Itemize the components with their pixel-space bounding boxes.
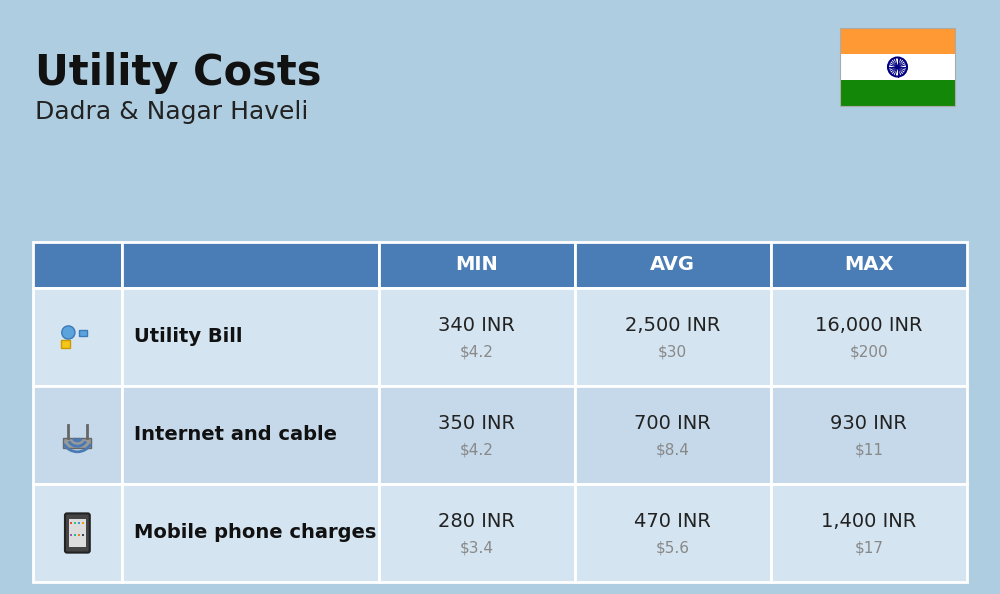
- Text: $17: $17: [854, 540, 883, 555]
- Bar: [379, 242, 575, 288]
- Bar: [69, 519, 86, 548]
- Text: 1,400 INR: 1,400 INR: [821, 512, 917, 531]
- Text: MAX: MAX: [844, 255, 894, 274]
- Bar: [840, 54, 955, 80]
- Bar: [78, 534, 80, 536]
- Bar: [70, 522, 72, 524]
- Text: $4.2: $4.2: [460, 344, 494, 359]
- Bar: [771, 386, 967, 484]
- Circle shape: [62, 326, 75, 339]
- Bar: [379, 484, 575, 582]
- Text: 280 INR: 280 INR: [438, 512, 515, 531]
- Text: MIN: MIN: [455, 255, 498, 274]
- Bar: [840, 80, 955, 106]
- Text: 930 INR: 930 INR: [830, 414, 907, 433]
- Text: $8.4: $8.4: [656, 442, 690, 457]
- Bar: [771, 484, 967, 582]
- Bar: [575, 288, 771, 386]
- Text: Utility Bill: Utility Bill: [134, 327, 242, 346]
- Bar: [33, 386, 122, 484]
- Bar: [33, 484, 122, 582]
- Bar: [33, 242, 122, 288]
- Bar: [379, 288, 575, 386]
- Text: 2,500 INR: 2,500 INR: [625, 316, 720, 335]
- Bar: [122, 288, 379, 386]
- Text: $5.6: $5.6: [656, 540, 690, 555]
- Text: Dadra & Nagar Haveli: Dadra & Nagar Haveli: [35, 100, 308, 124]
- Text: AVG: AVG: [650, 255, 695, 274]
- Bar: [840, 28, 955, 54]
- Text: $4.2: $4.2: [460, 442, 494, 457]
- Bar: [79, 330, 87, 336]
- Text: $30: $30: [658, 344, 687, 359]
- Bar: [575, 242, 771, 288]
- Bar: [122, 386, 379, 484]
- Text: 470 INR: 470 INR: [634, 512, 711, 531]
- Bar: [70, 534, 72, 536]
- Bar: [33, 288, 122, 386]
- Bar: [122, 484, 379, 582]
- Text: $3.4: $3.4: [460, 540, 494, 555]
- Bar: [74, 534, 76, 536]
- Bar: [575, 386, 771, 484]
- Bar: [379, 386, 575, 484]
- Bar: [74, 522, 76, 524]
- Bar: [771, 242, 967, 288]
- Text: 16,000 INR: 16,000 INR: [815, 316, 923, 335]
- Bar: [61, 340, 70, 349]
- FancyBboxPatch shape: [65, 513, 90, 552]
- Text: Internet and cable: Internet and cable: [134, 425, 337, 444]
- Bar: [771, 288, 967, 386]
- Text: $11: $11: [854, 442, 883, 457]
- Circle shape: [896, 65, 899, 68]
- Bar: [122, 242, 379, 288]
- Bar: [63, 438, 91, 448]
- Bar: [78, 522, 80, 524]
- Text: 700 INR: 700 INR: [634, 414, 711, 433]
- Bar: [82, 522, 84, 524]
- Text: 340 INR: 340 INR: [438, 316, 515, 335]
- Text: Mobile phone charges: Mobile phone charges: [134, 523, 376, 542]
- Text: Utility Costs: Utility Costs: [35, 52, 322, 94]
- Bar: [840, 28, 955, 106]
- Bar: [575, 484, 771, 582]
- Text: $200: $200: [850, 344, 888, 359]
- Bar: [82, 534, 84, 536]
- Text: 350 INR: 350 INR: [438, 414, 515, 433]
